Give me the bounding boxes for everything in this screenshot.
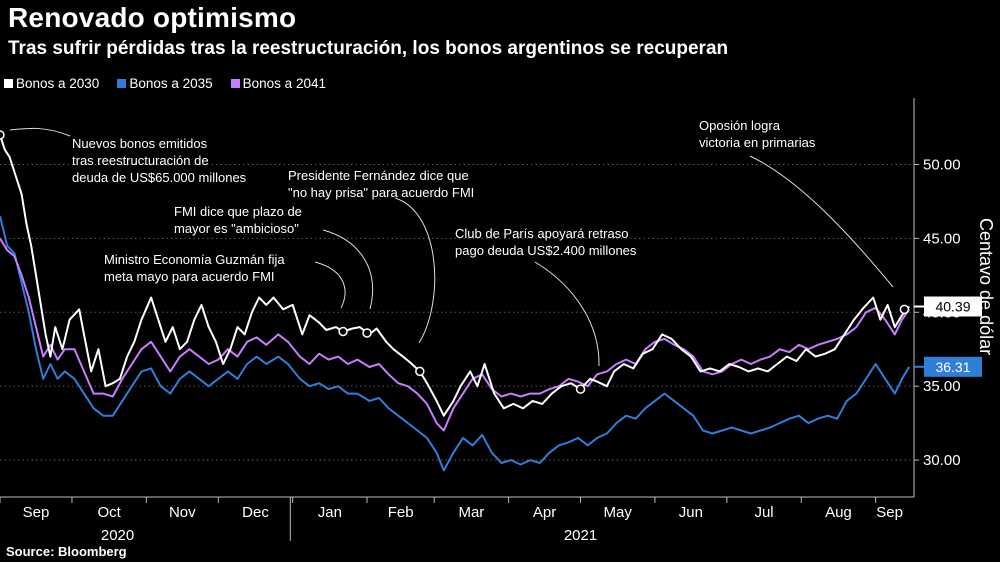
y-tick-label: 30.00 <box>923 452 961 469</box>
annotation-arrow <box>394 197 436 344</box>
annotation-text: tras reestructuración de <box>72 153 209 168</box>
x-tick-label: Mar <box>458 504 484 521</box>
annotation-text: deuda de US$65.000 millones <box>72 170 247 185</box>
x-tick-label: Aug <box>825 504 852 521</box>
legend-item-2041: Bonos a 2041 <box>230 76 326 91</box>
x-tick-label: May <box>604 504 633 521</box>
source-note: Source: Bloomberg <box>6 544 127 559</box>
legend: Bonos a 2030 Bonos a 2035 Bonos a 2041 <box>4 76 326 91</box>
annotation-text: Oposión logra <box>699 118 781 133</box>
x-tick-label: Jun <box>679 504 703 521</box>
x-tick-label: Feb <box>388 504 414 521</box>
y-tick-label: 50.00 <box>923 157 961 174</box>
annotation-text: mayor es "ambicioso" <box>174 221 299 236</box>
legend-label-2030: Bonos a 2030 <box>16 76 100 91</box>
x-tick-label: Jan <box>318 504 342 521</box>
chart-title: Renovado optimismo <box>8 2 297 33</box>
annotation-text: FMI dice que plazo de <box>174 204 302 219</box>
y-axis-label: Centavo de dólar <box>976 218 996 355</box>
end-value-box <box>924 296 982 317</box>
annotation-marker <box>0 130 5 140</box>
year-label: 2020 <box>101 527 134 544</box>
x-tick-label: Sep <box>23 504 50 521</box>
annotation-arrow <box>749 155 894 288</box>
x-tick-label: Apr <box>533 504 556 521</box>
annotation-arrow <box>9 127 71 137</box>
annotation-text: Presidente Fernández dice que <box>288 168 469 183</box>
annotation-text: "no hay prisa" para acuerdo FMI <box>288 185 474 200</box>
chart-subtitle: Tras sufrir pérdidas tras la reestructur… <box>8 38 729 59</box>
x-tick-label: Nov <box>169 504 196 521</box>
annotation-text: meta mayo para acuerdo FMI <box>104 269 275 284</box>
end-value-box <box>924 356 982 377</box>
legend-item-2035: Bonos a 2035 <box>117 76 213 91</box>
legend-swatch-2041 <box>230 79 240 88</box>
annotation-arrow <box>322 229 374 310</box>
series-line-bonos-a-2035 <box>0 215 911 472</box>
legend-label-2035: Bonos a 2035 <box>129 76 213 91</box>
annotation-text: Club de París apoyará retraso <box>455 226 628 241</box>
annotation-marker <box>338 326 348 337</box>
x-tick-label: Dec <box>242 504 269 521</box>
legend-label-2041: Bonos a 2041 <box>242 76 326 91</box>
x-tick-label: Sep <box>876 504 903 521</box>
annotation-marker <box>899 304 910 315</box>
y-tick-label: 45.00 <box>923 230 961 247</box>
end-value-label: 40.39 <box>935 299 970 315</box>
x-tick-label: Oct <box>97 504 121 521</box>
annotation-text: Nuevos bonos emitidos <box>72 136 208 151</box>
annotation-text: Ministro Economía Guzmán fija <box>104 252 285 267</box>
year-label: 2021 <box>564 527 597 544</box>
x-tick-label: Jul <box>754 504 773 521</box>
legend-swatch-2035 <box>117 79 127 88</box>
series-line-bonos-a-2030 <box>0 134 910 417</box>
annotation-arrow <box>314 261 346 309</box>
annotation-marker <box>362 328 372 338</box>
annotation-marker <box>415 366 425 377</box>
annotation-marker <box>575 384 586 394</box>
y-tick-label: 35.00 <box>923 378 961 395</box>
legend-swatch-2030 <box>4 79 13 88</box>
series-line-bonos-a-2041 <box>0 237 911 432</box>
annotation-arrow <box>534 261 600 367</box>
annotation-text: pago deuda US$2.400 millones <box>455 243 637 258</box>
legend-item-2030: Bonos a 2030 <box>4 76 99 91</box>
annotation-text: victoria en primarias <box>699 135 816 150</box>
end-value-label: 36.31 <box>935 359 970 375</box>
